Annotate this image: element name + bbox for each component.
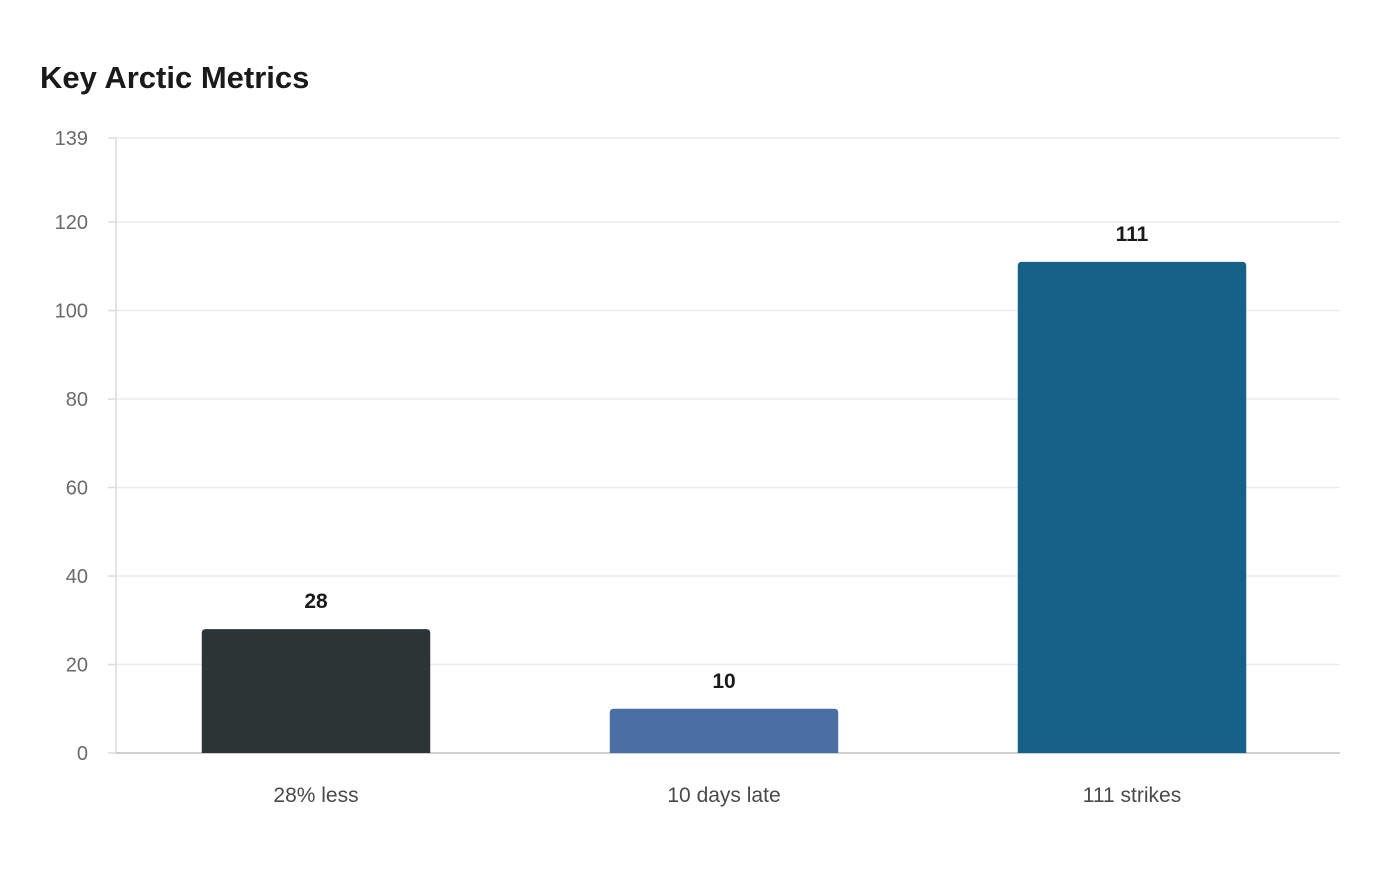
x-category-label: 111 strikes — [1083, 784, 1181, 807]
y-tick-label: 40 — [66, 566, 88, 588]
bar-value-label: 111 — [1116, 223, 1149, 246]
y-tick-label: 20 — [66, 655, 88, 677]
y-tick-label: 120 — [55, 212, 88, 234]
y-tick-label: 100 — [55, 301, 88, 323]
bar-2 — [609, 708, 839, 753]
y-tick-label: 0 — [77, 743, 88, 765]
chart-title: Key Arctic Metrics — [40, 60, 310, 95]
y-axis-ticks: 0 20 40 60 80 100 120 139 — [55, 128, 116, 765]
x-axis-labels: 28% less 10 days late 111 strikes — [273, 784, 1181, 807]
y-tick-label: 139 — [55, 128, 88, 150]
bar-1 — [201, 629, 431, 753]
value-labels: 28 10 111 — [304, 223, 1148, 693]
bars — [201, 261, 1247, 753]
bar-3 — [1017, 261, 1247, 753]
x-category-label: 10 days late — [667, 784, 780, 807]
bar-value-label: 28 — [304, 590, 328, 613]
y-tick-label: 60 — [66, 478, 88, 500]
y-tick-label: 80 — [66, 389, 88, 411]
bar-value-label: 10 — [712, 670, 735, 693]
x-category-label: 28% less — [273, 784, 358, 807]
